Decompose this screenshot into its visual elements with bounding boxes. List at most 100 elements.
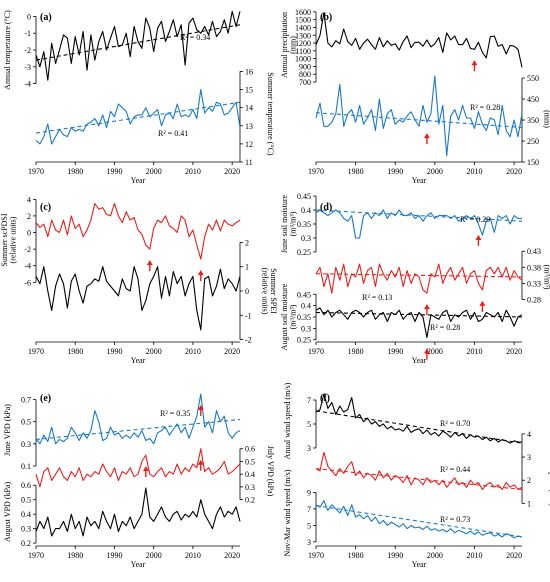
- x-axis-label: Year: [412, 560, 427, 569]
- r2-label: R² = 0.34: [180, 33, 210, 42]
- trend-line: [35, 101, 241, 134]
- chart-panel-4: 1970 1980 1990 2000 2010 2020 Year 0.25 0.3 0.35 0…: [280, 192, 550, 365]
- y-tick-label: 1000: [295, 55, 311, 64]
- x-tick-label: 1980: [67, 347, 83, 356]
- event-arrow-head: [423, 304, 430, 310]
- y-tick-label: 1: [527, 499, 531, 508]
- y-tick-label: 0.3: [301, 234, 311, 243]
- y-tick-label: 0.4: [301, 206, 311, 215]
- r2-label: R² = 0.44: [440, 465, 470, 474]
- y-tick-label: 4: [27, 195, 31, 204]
- y-tick-label: 0.4: [21, 510, 31, 519]
- y-tick-label: 16: [245, 67, 253, 76]
- y-tick-label: 7: [307, 505, 311, 514]
- x-axis-label: Year: [131, 356, 146, 365]
- panel-label: (c): [40, 202, 51, 213]
- y-tick-label: 13: [245, 122, 253, 131]
- series-line: [315, 451, 523, 491]
- y-axis-label: Summer SPEI(relative units): [260, 268, 278, 315]
- series-line: [315, 393, 522, 444]
- y-tick-label: 0.45: [297, 192, 311, 201]
- y-tick-label: 0.3: [301, 324, 311, 333]
- chart-panel-1: 1970 1980 1990 2000 2010 2020 Year -4 -3 -2 -1 0 Ann…: [3, 10, 275, 185]
- series-line: [315, 75, 523, 157]
- x-tick-label: 2020: [506, 551, 522, 560]
- y-tick-label: 1: [245, 263, 249, 272]
- x-tick-label: 2020: [224, 167, 240, 176]
- series-line: [35, 202, 241, 260]
- x-axis-label: Year: [131, 176, 146, 185]
- x-tick-label: 1990: [106, 167, 122, 176]
- y-tick-label: 0.25: [297, 336, 311, 345]
- x-tick-label: 2000: [146, 551, 162, 560]
- y-axis-label: Summer scPDSI(relative units): [0, 213, 18, 266]
- y-axis-label: Summer wind speed (m/s): [548, 422, 550, 507]
- series-line: [35, 393, 241, 445]
- y-tick-label: 700: [299, 78, 311, 87]
- x-tick-label: 2010: [185, 551, 201, 560]
- y-tick-label: -1: [245, 311, 252, 320]
- y-tick-label: -1: [24, 29, 31, 38]
- x-tick-label: 1970: [308, 347, 324, 356]
- y-tick-label: 0.35: [297, 220, 311, 229]
- y-tick-label: 3: [307, 444, 311, 453]
- series-line: [315, 500, 523, 539]
- x-tick-label: 1980: [348, 167, 364, 176]
- y-tick-label: 0.33: [527, 279, 541, 288]
- y-tick-label: -6: [24, 278, 31, 287]
- trend-line: [315, 273, 523, 278]
- y-axis-label: June VPD (kPa): [3, 404, 12, 456]
- y-tick-label: 0.38: [527, 263, 541, 272]
- r2-label: R² = 0.29: [460, 215, 490, 224]
- x-tick-label: 1990: [106, 347, 122, 356]
- event-arrow-head: [197, 459, 204, 465]
- y-tick-label: 0.3: [21, 440, 31, 449]
- x-tick-label: 1990: [106, 551, 122, 560]
- y-tick-label: 800: [299, 70, 311, 79]
- y-tick-label: 3: [307, 538, 311, 547]
- y-tick-label: -4: [24, 262, 31, 271]
- r2-label: R² = 0.70: [440, 419, 470, 428]
- x-tick-label: 1980: [67, 167, 83, 176]
- x-tick-label: 1990: [387, 347, 403, 356]
- event-arrow-head: [197, 405, 204, 410]
- y-tick-label: 11: [245, 158, 253, 167]
- y-tick-label: 0: [27, 12, 31, 21]
- y-tick-label: 0.35: [297, 313, 311, 322]
- y-tick-label: 2: [27, 212, 31, 221]
- series-line: [35, 448, 241, 488]
- trend-line: [315, 410, 523, 444]
- event-arrow-head: [479, 300, 486, 306]
- x-tick-label: 2010: [466, 347, 482, 356]
- event-arrow-head: [142, 466, 149, 472]
- y-tick-label: 9: [307, 488, 311, 497]
- y-tick-label: 0.28: [527, 296, 541, 305]
- y-axis-label: Anual wind speed (m/s): [283, 382, 292, 459]
- y-tick-label: 250: [527, 137, 539, 146]
- r2-label: R² = 0.28: [430, 323, 460, 332]
- event-arrow-head: [471, 60, 478, 66]
- series-line: [35, 266, 241, 331]
- x-tick-label: 2000: [427, 551, 443, 560]
- trend-line: [315, 505, 523, 538]
- r2-label: R² = 0.35: [160, 409, 190, 418]
- y-tick-label: 12: [245, 140, 253, 149]
- chart-panel-2: 1970 1980 1990 2000 2010 2020 Year 700800900100…: [280, 8, 550, 185]
- x-tick-label: 1970: [308, 551, 324, 560]
- y-tick-label: 0.1: [21, 462, 31, 471]
- y-tick-label: -2: [245, 336, 252, 345]
- y-tick-label: 1500: [295, 16, 311, 25]
- y-tick-label: 0.6: [245, 445, 255, 454]
- y-tick-label: 0.3: [245, 483, 255, 492]
- y-tick-label: 0: [245, 287, 249, 296]
- x-tick-label: 2010: [466, 551, 482, 560]
- x-tick-label: 2010: [185, 347, 201, 356]
- y-tick-label: 0.4: [301, 302, 311, 311]
- x-tick-label: 1980: [67, 551, 83, 560]
- x-tick-label: 2010: [466, 167, 482, 176]
- trend-line: [315, 468, 523, 491]
- y-tick-label: 5: [307, 420, 311, 429]
- y-axis-label: June soil moisture(m³/m³): [280, 194, 298, 253]
- y-axis-label: Nov-Mar wind speed (m/s): [283, 469, 292, 556]
